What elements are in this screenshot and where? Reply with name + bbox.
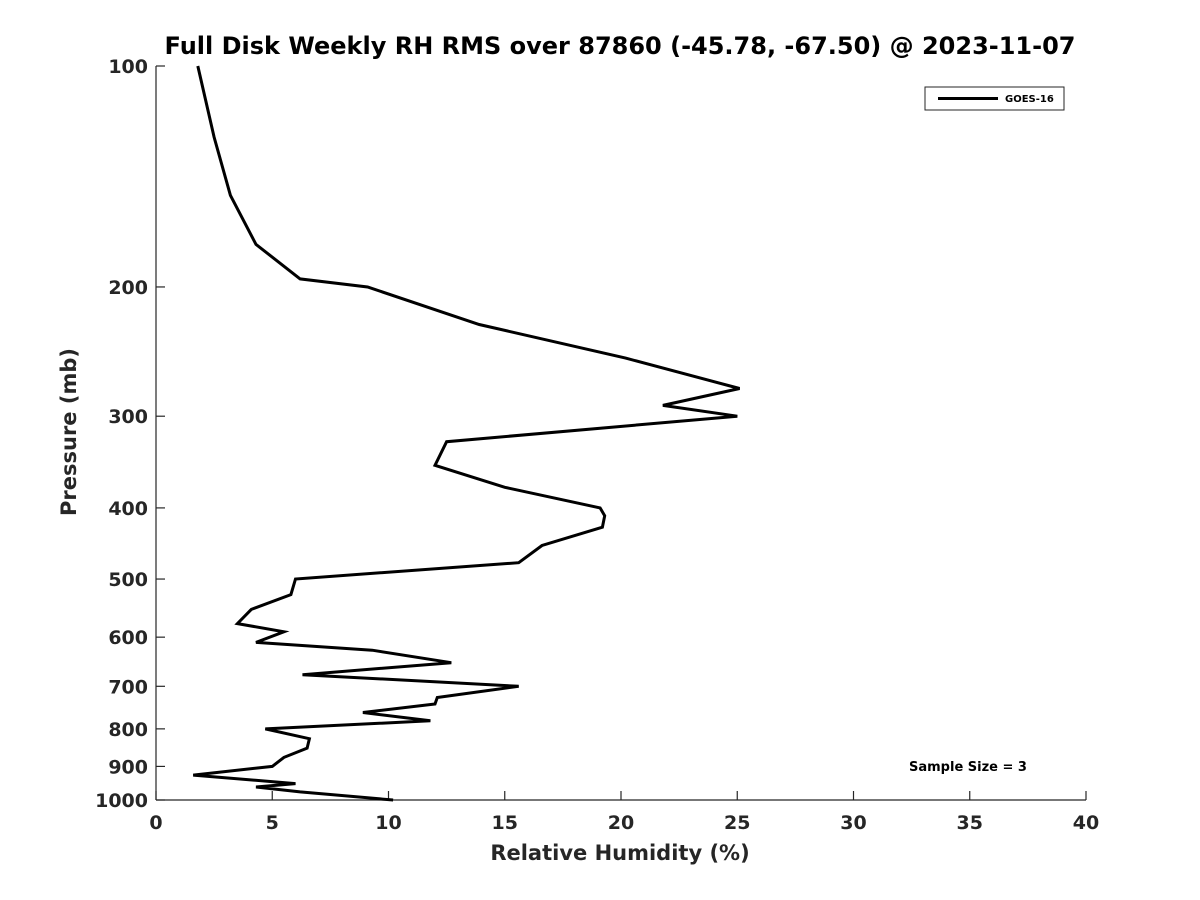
- y-tick-label: 1000: [95, 790, 148, 812]
- x-tick-label: 10: [375, 812, 401, 834]
- x-tick-label: 40: [1073, 812, 1099, 834]
- legend-label-goes-16: GOES-16: [1005, 94, 1054, 105]
- x-tick-label: 5: [266, 812, 279, 834]
- y-tick-label: 200: [108, 277, 148, 299]
- ticks: 0 5 10 15 20 25 30 35 40 100 200 300 400 500 600 700 800…: [95, 56, 1099, 834]
- x-tick-label: 25: [724, 812, 750, 834]
- x-tick-label: 30: [840, 812, 866, 834]
- y-tick-label: 400: [108, 498, 148, 520]
- x-tick-label: 0: [149, 812, 162, 834]
- y-tick-label: 300: [108, 406, 148, 428]
- y-tick-label: 100: [108, 56, 148, 78]
- y-tick-label: 900: [108, 756, 148, 778]
- series-layer: [193, 65, 740, 802]
- y-tick-label: 700: [108, 676, 148, 698]
- x-tick-label: 15: [492, 812, 518, 834]
- series-line-goes-16: [193, 65, 740, 802]
- x-tick-label: 35: [957, 812, 983, 834]
- sample-size-annotation: Sample Size = 3: [909, 760, 1027, 775]
- y-tick-label: 800: [108, 719, 148, 741]
- chart-title: Full Disk Weekly RH RMS over 87860 (-45.…: [165, 32, 1076, 60]
- axes: [155, 66, 1086, 801]
- y-tick-label: 500: [108, 569, 148, 591]
- x-tick-label: 20: [608, 812, 634, 834]
- y-tick-label: 600: [108, 627, 148, 649]
- legend: GOES-16: [924, 86, 1065, 111]
- x-axis-label: Relative Humidity (%): [490, 841, 749, 865]
- y-axis-label: Pressure (mb): [57, 348, 81, 516]
